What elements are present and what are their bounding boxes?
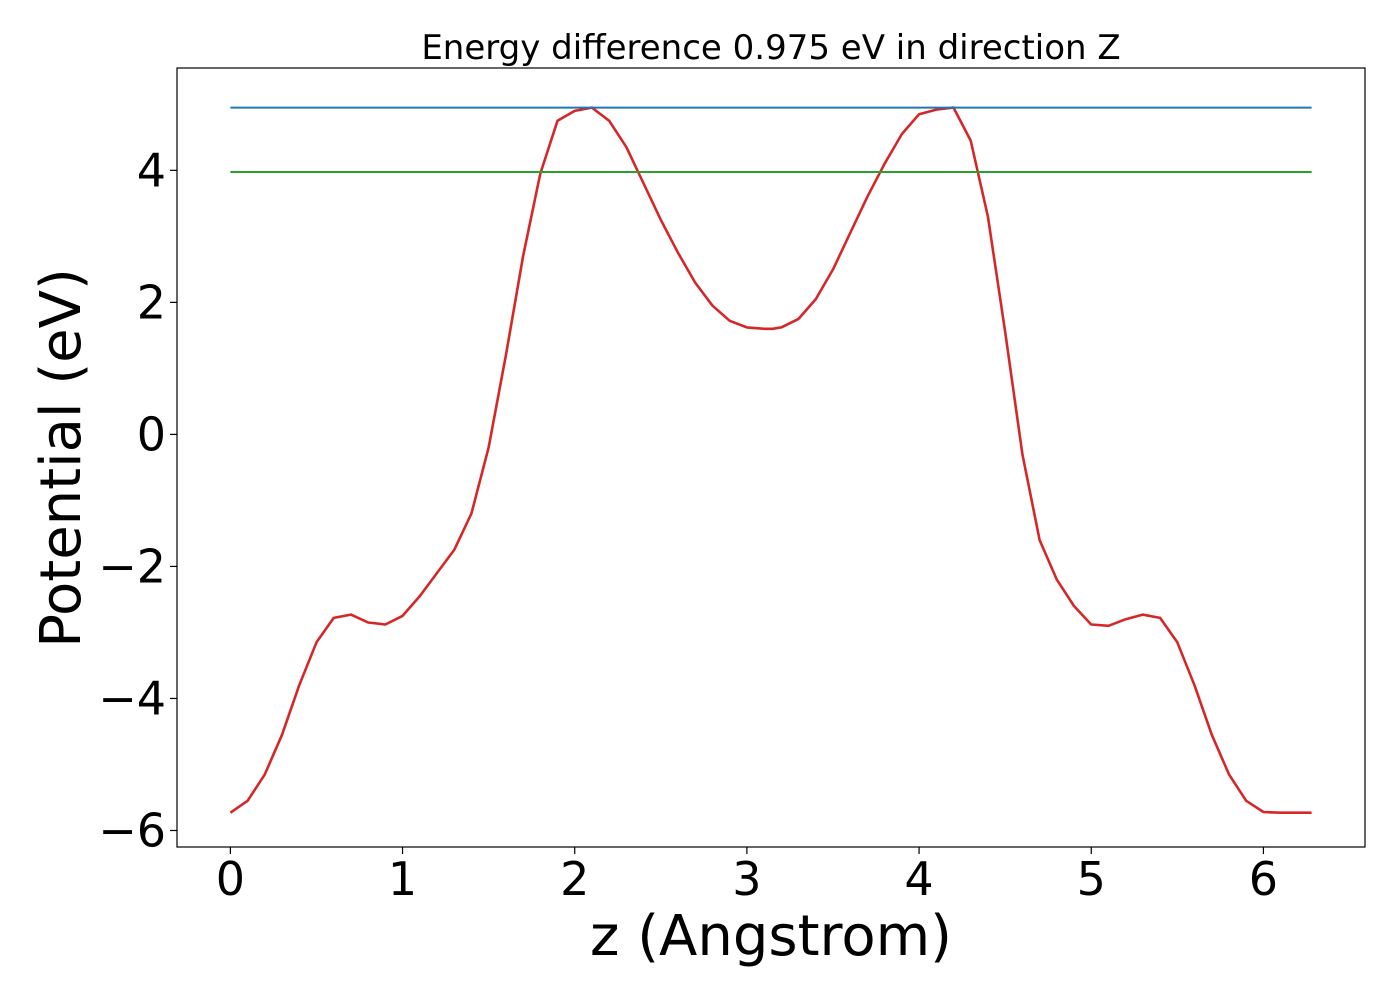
y-tick-label: 0: [137, 407, 166, 461]
x-tick-label: 6: [1249, 852, 1278, 906]
y-tick-label: −4: [98, 671, 166, 725]
x-tick-label: 3: [732, 852, 761, 906]
x-tick-label: 1: [388, 852, 417, 906]
x-tick-label: 2: [560, 852, 589, 906]
x-tick-label: 4: [904, 852, 933, 906]
y-axis-ticks: −6 −4 −2 0 2 4: [98, 143, 177, 857]
y-tick-label: −6: [98, 803, 166, 857]
x-axis-label: z (Angstrom): [590, 904, 952, 969]
x-tick-label: 0: [216, 852, 245, 906]
y-tick-label: 4: [137, 143, 166, 197]
y-tick-label: −2: [98, 539, 166, 593]
series-layer: [229, 106, 1312, 815]
x-tick-label: 5: [1077, 852, 1106, 906]
x-axis-ticks: 0 1 2 3 4 5 6: [216, 847, 1278, 906]
chart-title: Energy difference 0.975 eV in direction …: [421, 28, 1120, 68]
plot-area-frame: [176, 67, 1366, 848]
series-line-0: [229, 106, 1312, 815]
y-axis-label: Potential (eV): [29, 268, 94, 648]
y-tick-label: 2: [137, 275, 166, 329]
